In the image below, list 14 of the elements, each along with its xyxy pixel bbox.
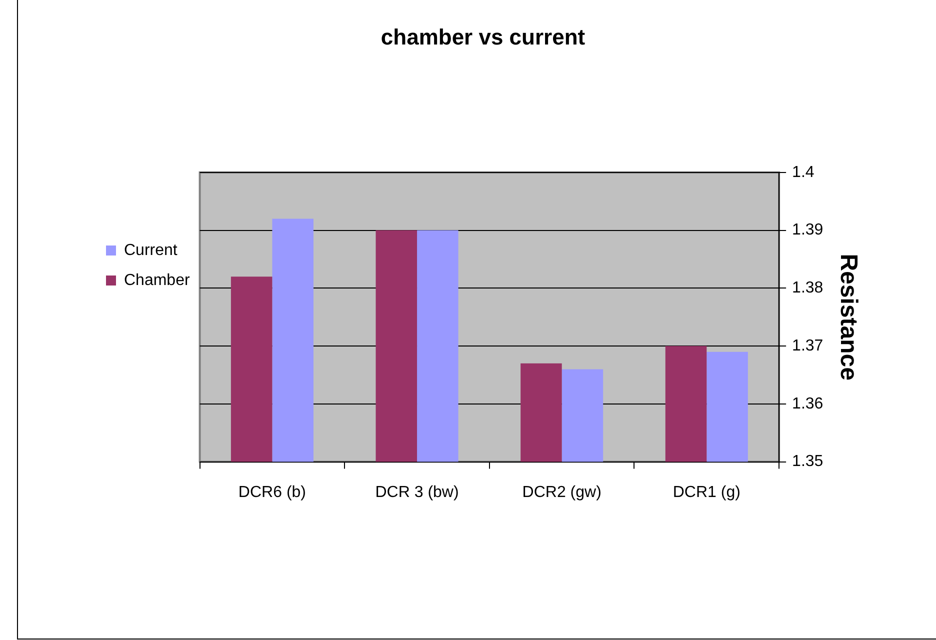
- x-tick-label: DCR 3 (bw): [375, 484, 459, 501]
- x-tick-label: DCR6 (b): [238, 484, 306, 501]
- y-tick-label: 1.38: [792, 280, 824, 297]
- x-tick-label: DCR1 (g): [672, 484, 740, 501]
- y-tick-label: 1.39: [792, 222, 824, 239]
- x-tick-label: DCR2 (gw): [522, 484, 602, 501]
- chart-title: chamber vs current: [380, 24, 586, 50]
- y-tick-label: 1.35: [792, 453, 824, 470]
- legend-label: Chamber: [124, 272, 190, 289]
- y-tick-label: 1.36: [792, 395, 824, 412]
- y-tick-label: 1.37: [792, 337, 824, 354]
- legend-label: Current: [124, 242, 178, 259]
- y-axis-title: Resistance: [834, 254, 862, 380]
- y-tick-label: 1.4: [792, 164, 814, 181]
